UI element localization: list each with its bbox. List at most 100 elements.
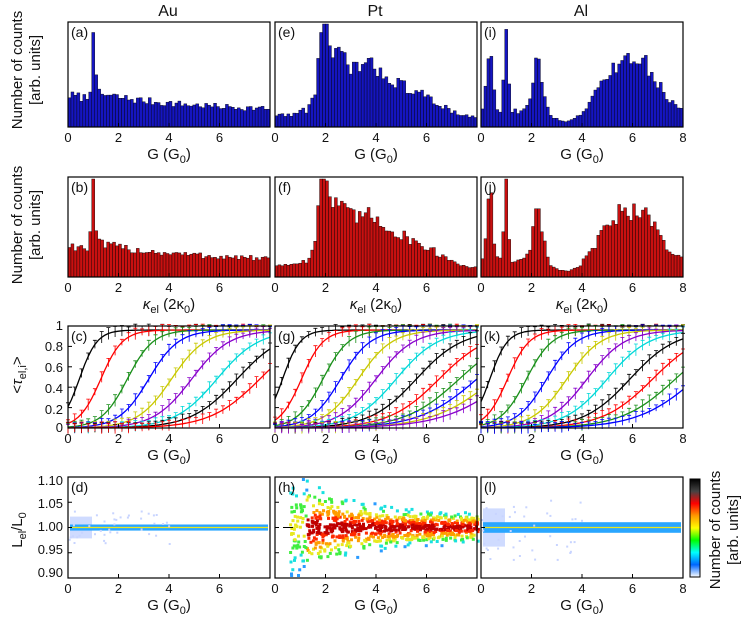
histogram-bar: [283, 116, 288, 128]
heatmap-cell: [358, 522, 361, 526]
heatmap-cell: [474, 521, 478, 525]
histogram-bar: [510, 111, 514, 128]
heatmap-cell: [432, 516, 435, 520]
histogram-bar: [183, 103, 188, 128]
heatmap-cell: [429, 540, 433, 544]
histogram-bar: [130, 252, 134, 278]
column-title-au: Au: [158, 3, 178, 20]
histogram-bar: [458, 265, 463, 278]
histogram-bar: [667, 102, 672, 128]
heatmap-cell: [392, 528, 396, 532]
heatmap-cell: [321, 535, 325, 539]
heatmap-cell: [430, 524, 434, 528]
histogram-bar: [569, 269, 574, 278]
heatmap-cell: [316, 530, 320, 534]
histogram-bar: [525, 253, 529, 278]
heatmap-cell: [313, 513, 317, 517]
heatmap-cell: [302, 534, 306, 538]
heatmap-cell: [313, 495, 317, 499]
histogram-bar: [286, 113, 291, 128]
heatmap-cell: [424, 524, 428, 528]
heatmap-speck: [147, 512, 150, 515]
heatmap-cell: [336, 543, 340, 547]
heatmap-cell: [326, 513, 330, 517]
heatmap-cell: [325, 510, 329, 514]
heatmap-cell: [440, 531, 444, 535]
histogram-bar: [384, 230, 389, 278]
x-tick-label: 8: [679, 130, 686, 145]
heatmap-cell: [373, 539, 377, 543]
heatmap-cell: [363, 508, 367, 511]
histogram-bar: [142, 252, 146, 278]
histogram-bar: [375, 216, 380, 278]
heatmap-cell: [316, 515, 319, 519]
heatmap-cell: [302, 492, 306, 496]
histogram-bar: [453, 110, 457, 128]
histogram-bar: [593, 89, 598, 128]
heatmap-cell: [469, 531, 473, 535]
heatmap-cell: [343, 515, 346, 519]
x-tick-label: 0: [477, 581, 484, 596]
heatmap-cell: [404, 522, 407, 526]
heatmap-cell: [332, 523, 336, 527]
histogram-bar: [171, 252, 176, 278]
x-tick-label: 4: [165, 431, 172, 446]
x-tick-label: 4: [578, 130, 585, 145]
heatmap-cell: [312, 521, 316, 525]
row3-ytick-0.2: 0.2: [45, 402, 63, 417]
heatmap-cell: [454, 539, 458, 543]
heatmap-cell: [292, 510, 296, 513]
histogram-bar: [495, 109, 500, 128]
heatmap-cell: [341, 534, 345, 538]
heatmap-cell: [297, 540, 301, 544]
channel-curve: [67, 329, 270, 408]
panel-l: (l): [480, 476, 684, 579]
x-tick-label: 6: [216, 130, 223, 145]
heatmap-cell: [329, 498, 333, 502]
histogram-bar: [575, 115, 580, 128]
histogram-bar: [489, 192, 494, 278]
x-tick-label: 6: [216, 581, 223, 596]
histogram-bar: [246, 106, 250, 128]
heatmap-cell: [362, 525, 366, 529]
histogram-bar: [387, 83, 392, 128]
heatmap-cell: [423, 532, 427, 536]
heatmap-speck: [512, 558, 515, 561]
heatmap-cell: [391, 535, 395, 539]
heatmap-cell: [368, 515, 372, 519]
heatmap-cell: [375, 521, 378, 525]
heatmap-cell: [352, 499, 356, 502]
heatmap-cell: [295, 546, 299, 550]
histogram-bar: [608, 75, 612, 128]
heatmap-speck: [94, 533, 96, 536]
histogram-bar: [192, 104, 196, 128]
histogram-bar: [552, 266, 556, 278]
heatmap-cell: [422, 526, 426, 530]
histogram-bar: [162, 252, 167, 278]
heatmap-cell: [312, 511, 316, 514]
heatmap-speck: [571, 518, 574, 521]
histogram-bar: [447, 260, 451, 278]
heatmap-cell: [376, 528, 380, 532]
heatmap-cell: [338, 515, 342, 519]
heatmap-cell: [432, 524, 436, 527]
histogram-bar: [384, 76, 389, 128]
histogram-bar: [88, 91, 92, 128]
histogram-bar: [546, 106, 550, 128]
histogram-bar: [289, 115, 294, 128]
histogram-bar: [647, 75, 651, 128]
heatmap-cell: [381, 514, 385, 518]
heatmap-speck: [72, 524, 75, 527]
histogram-bar: [638, 217, 642, 278]
heatmap-cell: [326, 525, 330, 529]
heatmap-cell: [429, 527, 433, 531]
heatmap-cell: [362, 506, 366, 510]
panel-label: (l): [484, 479, 496, 495]
heatmap-cell: [301, 517, 305, 520]
heatmap-speck: [489, 558, 492, 560]
histogram-bar: [277, 113, 282, 128]
heatmap-cell: [299, 503, 303, 507]
heatmap-speck: [148, 533, 151, 536]
histogram-bar: [171, 106, 176, 128]
panel-e: (e): [274, 21, 478, 128]
